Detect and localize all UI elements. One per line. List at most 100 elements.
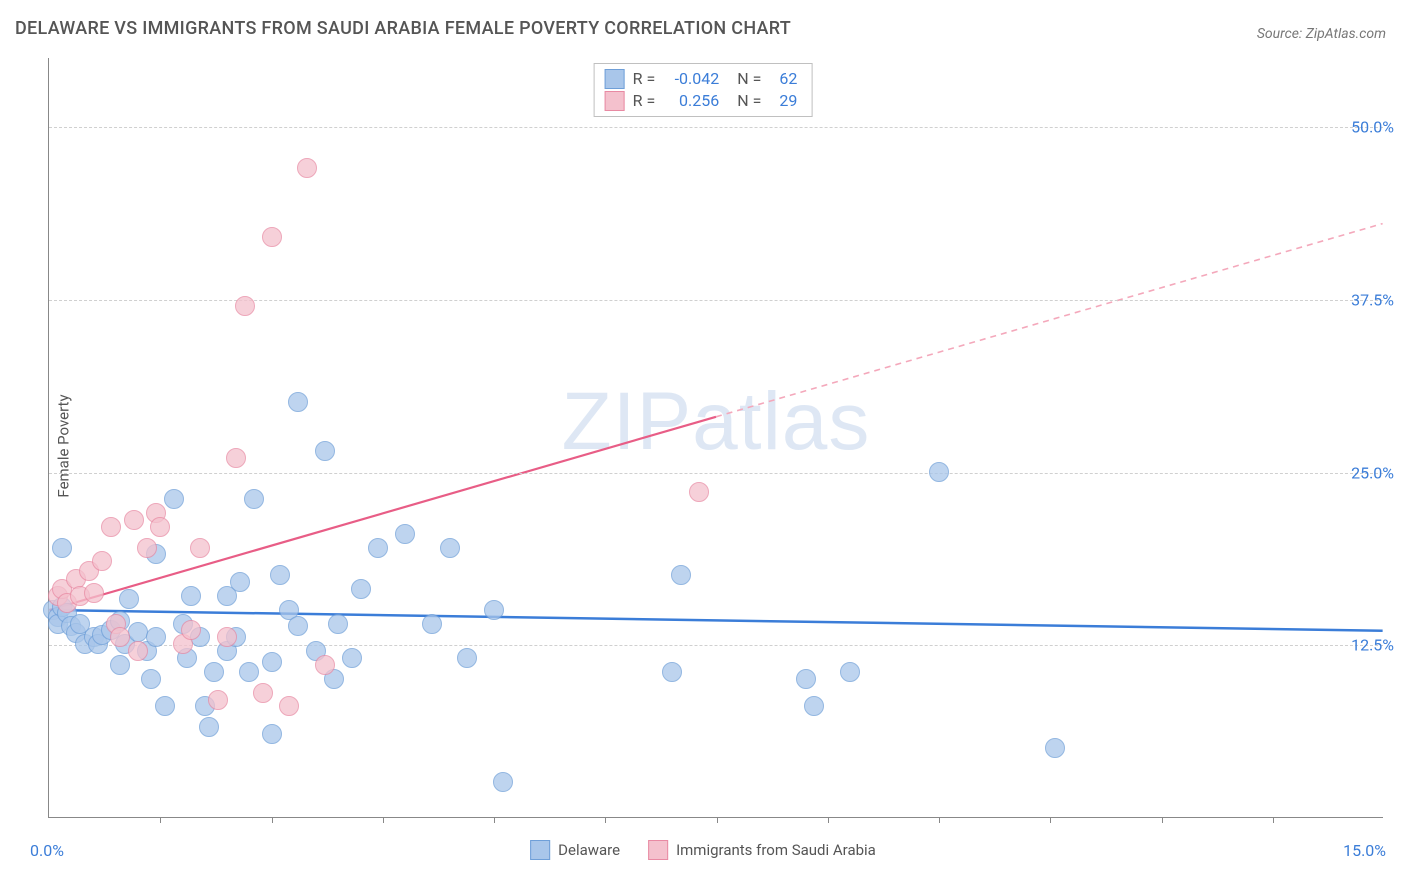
watermark: ZIPatlas <box>562 375 871 469</box>
x-tick <box>828 817 829 823</box>
n-value: 62 <box>769 68 797 90</box>
x-tick <box>383 817 384 823</box>
scatter-point-delaware <box>796 669 816 689</box>
scatter-point-saudi <box>124 510 144 530</box>
scatter-point-saudi <box>128 641 148 661</box>
legend-bottom: Delaware Immigrants from Saudi Arabia <box>530 840 876 860</box>
legend-label: Delaware <box>558 841 620 859</box>
x-tick <box>160 817 161 823</box>
chart-wrapper: DELAWARE VS IMMIGRANTS FROM SAUDI ARABIA… <box>0 0 1406 892</box>
x-tick <box>717 817 718 823</box>
scatter-point-delaware <box>244 489 264 509</box>
scatter-point-delaware <box>146 627 166 647</box>
scatter-point-delaware <box>110 655 130 675</box>
plot-area: ZIPatlas <box>48 58 1383 818</box>
n-value: 29 <box>769 90 797 112</box>
scatter-point-delaware <box>262 652 282 672</box>
scatter-point-saudi <box>262 227 282 247</box>
scatter-point-delaware <box>230 572 250 592</box>
scatter-point-delaware <box>164 489 184 509</box>
scatter-point-delaware <box>270 565 290 585</box>
scatter-point-delaware <box>315 441 335 461</box>
scatter-point-saudi <box>190 538 210 558</box>
x-tick <box>272 817 273 823</box>
gridline <box>49 473 1383 474</box>
scatter-point-saudi <box>689 482 709 502</box>
scatter-point-delaware <box>1045 738 1065 758</box>
y-tick-label: 50.0% <box>1351 118 1394 137</box>
legend-swatch-blue <box>530 840 550 860</box>
trend-lines-layer <box>49 58 1383 817</box>
scatter-point-delaware <box>288 616 308 636</box>
legend-top-row-2: R = 0.256 N = 29 <box>605 90 798 112</box>
r-label: R = <box>633 90 656 112</box>
y-tick-label: 25.0% <box>1351 463 1394 482</box>
scatter-point-saudi <box>253 683 273 703</box>
source-label: Source: ZipAtlas.com <box>1257 26 1386 42</box>
x-tick <box>605 817 606 823</box>
x-tick <box>939 817 940 823</box>
scatter-point-delaware <box>395 524 415 544</box>
scatter-point-delaware <box>351 579 371 599</box>
scatter-point-delaware <box>440 538 460 558</box>
x-tick <box>1050 817 1051 823</box>
y-tick-label: 12.5% <box>1351 636 1394 655</box>
scatter-point-saudi <box>235 296 255 316</box>
scatter-point-saudi <box>101 517 121 537</box>
x-tick <box>494 817 495 823</box>
legend-swatch-blue <box>605 69 625 89</box>
gridline <box>49 127 1383 128</box>
scatter-point-delaware <box>155 696 175 716</box>
legend-label: Immigrants from Saudi Arabia <box>676 841 876 859</box>
scatter-point-saudi <box>84 583 104 603</box>
scatter-point-delaware <box>457 648 477 668</box>
legend-swatch-pink <box>648 840 668 860</box>
scatter-point-saudi <box>92 551 112 571</box>
scatter-point-delaware <box>493 772 513 792</box>
trend-line <box>49 610 1382 631</box>
scatter-point-delaware <box>239 662 259 682</box>
scatter-point-saudi <box>226 448 246 468</box>
x-max-label: 15.0% <box>1343 841 1386 860</box>
scatter-point-delaware <box>368 538 388 558</box>
legend-swatch-pink <box>605 91 625 111</box>
x-tick <box>1162 817 1163 823</box>
n-label: N = <box>737 90 761 112</box>
scatter-point-delaware <box>662 662 682 682</box>
r-value: 0.256 <box>663 90 719 112</box>
legend-item-saudi: Immigrants from Saudi Arabia <box>648 840 876 860</box>
scatter-point-saudi <box>137 538 157 558</box>
scatter-point-saudi <box>110 627 130 647</box>
scatter-point-delaware <box>342 648 362 668</box>
legend-top: R = -0.042 N = 62 R = 0.256 N = 29 <box>594 63 813 117</box>
legend-item-delaware: Delaware <box>530 840 620 860</box>
scatter-point-delaware <box>262 724 282 744</box>
n-label: N = <box>737 68 761 90</box>
scatter-point-delaware <box>422 614 442 634</box>
r-value: -0.042 <box>663 68 719 90</box>
scatter-point-saudi <box>297 158 317 178</box>
scatter-point-delaware <box>804 696 824 716</box>
scatter-point-delaware <box>328 614 348 634</box>
scatter-point-delaware <box>671 565 691 585</box>
scatter-point-delaware <box>119 589 139 609</box>
scatter-point-delaware <box>288 392 308 412</box>
trend-line <box>716 224 1383 417</box>
x-tick <box>1273 817 1274 823</box>
scatter-point-saudi <box>315 655 335 675</box>
scatter-point-delaware <box>141 669 161 689</box>
legend-top-row-1: R = -0.042 N = 62 <box>605 68 798 90</box>
scatter-point-saudi <box>150 517 170 537</box>
scatter-point-delaware <box>181 586 201 606</box>
scatter-point-delaware <box>204 662 224 682</box>
scatter-point-delaware <box>484 600 504 620</box>
scatter-point-saudi <box>217 627 237 647</box>
r-label: R = <box>633 68 656 90</box>
scatter-point-saudi <box>181 620 201 640</box>
scatter-point-delaware <box>840 662 860 682</box>
chart-title: DELAWARE VS IMMIGRANTS FROM SAUDI ARABIA… <box>15 18 791 39</box>
scatter-point-saudi <box>279 696 299 716</box>
y-tick-label: 37.5% <box>1351 290 1394 309</box>
scatter-point-delaware <box>52 538 72 558</box>
gridline <box>49 645 1383 646</box>
